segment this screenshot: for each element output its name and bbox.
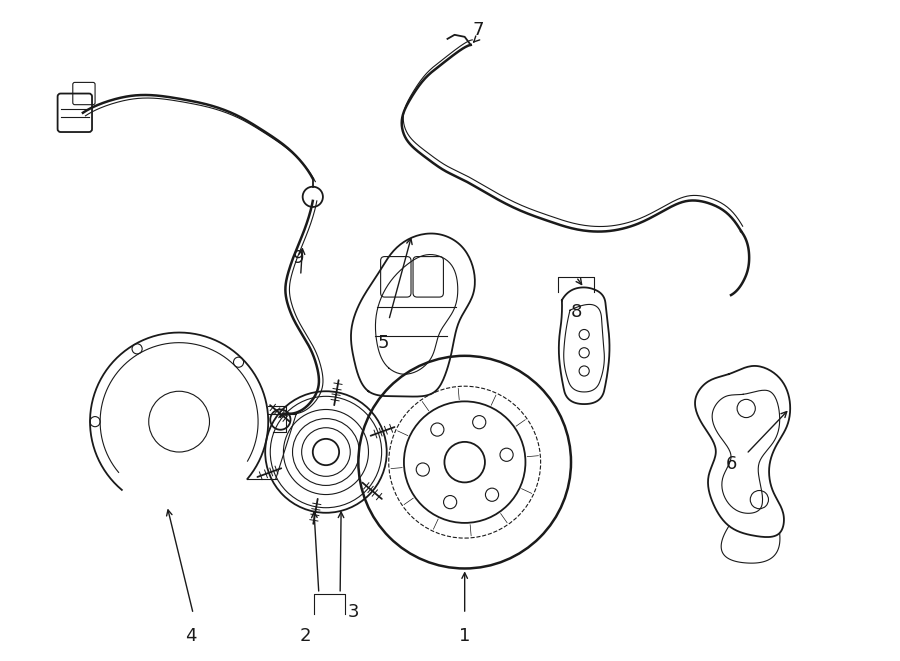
Text: 6: 6 [725, 455, 737, 473]
Text: 3: 3 [347, 603, 359, 621]
Text: 4: 4 [185, 627, 197, 645]
Text: 7: 7 [472, 20, 483, 39]
Text: 9: 9 [292, 249, 304, 266]
Text: 8: 8 [571, 303, 581, 321]
Text: 5: 5 [378, 334, 390, 352]
Text: 1: 1 [459, 627, 471, 645]
Text: 2: 2 [300, 627, 311, 645]
